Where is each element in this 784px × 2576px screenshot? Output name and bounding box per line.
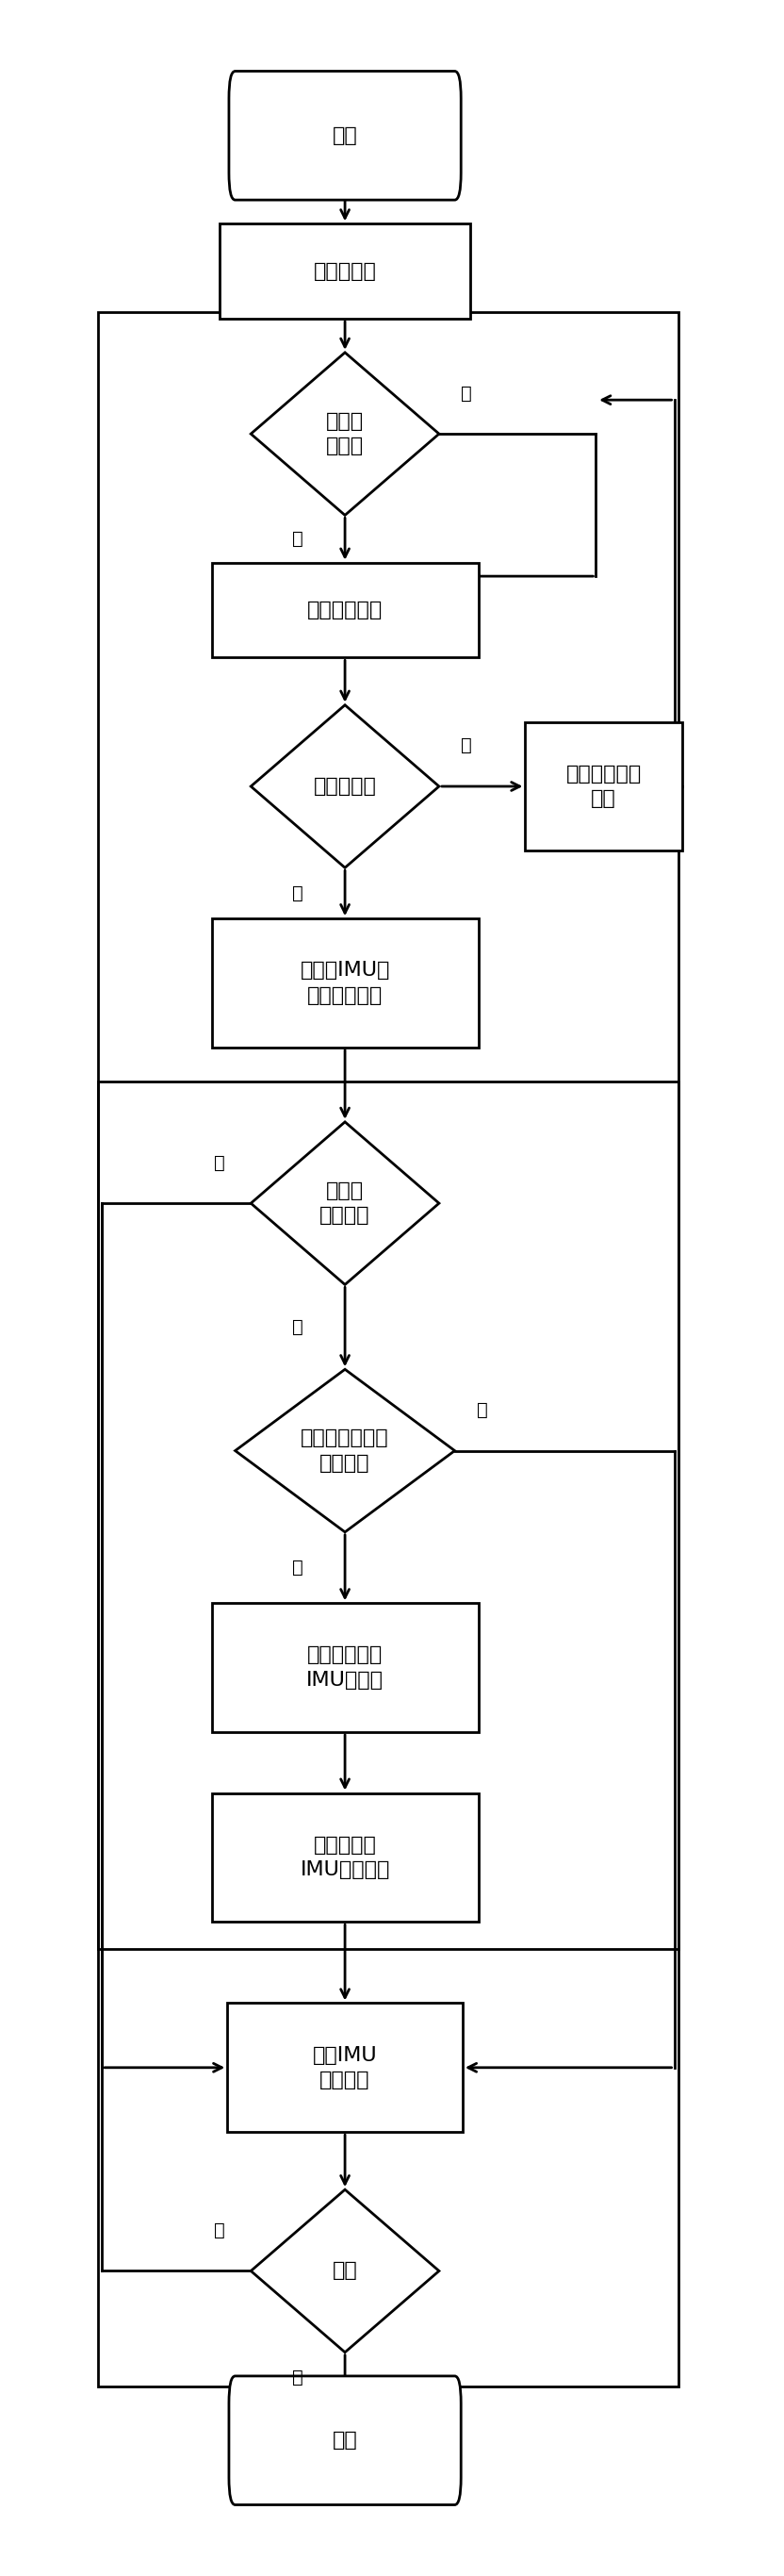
Bar — [227, 2004, 463, 2133]
Text: 图像帧与相应
IMU帧对齐: 图像帧与相应 IMU帧对齐 — [307, 1646, 383, 1690]
Text: 否: 否 — [461, 384, 472, 402]
Text: 发布图像与
IMU同步数据: 发布图像与 IMU同步数据 — [300, 1837, 390, 1880]
Polygon shape — [251, 706, 439, 868]
Polygon shape — [251, 353, 439, 515]
Bar — [212, 1602, 478, 1731]
Text: 通过包校验: 通过包校验 — [314, 778, 376, 796]
FancyBboxPatch shape — [229, 2375, 461, 2504]
Bar — [212, 562, 478, 657]
Text: 完成: 完成 — [332, 2432, 358, 2450]
Bar — [98, 312, 678, 2385]
FancyBboxPatch shape — [229, 72, 461, 201]
Text: 是否有
图像数据: 是否有 图像数据 — [320, 1182, 370, 1226]
Text: 是: 是 — [292, 531, 303, 549]
Bar — [98, 1082, 678, 1950]
Text: 序列号、时间戳
是否正确: 序列号、时间戳 是否正确 — [301, 1430, 389, 1473]
Text: 否: 否 — [214, 1154, 225, 1172]
Text: 否: 否 — [461, 737, 472, 755]
Text: 是: 是 — [292, 1319, 303, 1337]
Text: 发布IMU
同步数据: 发布IMU 同步数据 — [313, 2045, 377, 2089]
Text: 是: 是 — [292, 884, 303, 902]
Bar — [212, 920, 478, 1048]
Text: 各通道IMU时
间补偿与同步: 各通道IMU时 间补偿与同步 — [300, 961, 390, 1005]
Text: 是否有
新数据: 是否有 新数据 — [326, 412, 364, 456]
Text: 是: 是 — [292, 1558, 303, 1577]
Polygon shape — [251, 1123, 439, 1285]
Bar — [212, 1793, 478, 1922]
Text: 否: 否 — [477, 1401, 488, 1419]
Text: 否: 否 — [214, 2221, 225, 2239]
Polygon shape — [235, 1370, 455, 1533]
Text: 初始化设置: 初始化设置 — [314, 263, 376, 281]
Text: 结束: 结束 — [332, 2262, 358, 2280]
Bar — [220, 224, 470, 319]
Text: 存入数据队列: 存入数据队列 — [307, 600, 383, 621]
Text: 队列先入先出
调整: 队列先入先出 调整 — [566, 765, 641, 809]
Text: 是: 是 — [292, 2370, 303, 2388]
Bar — [525, 721, 682, 850]
Text: 开始: 开始 — [332, 126, 358, 144]
Polygon shape — [251, 2190, 439, 2352]
